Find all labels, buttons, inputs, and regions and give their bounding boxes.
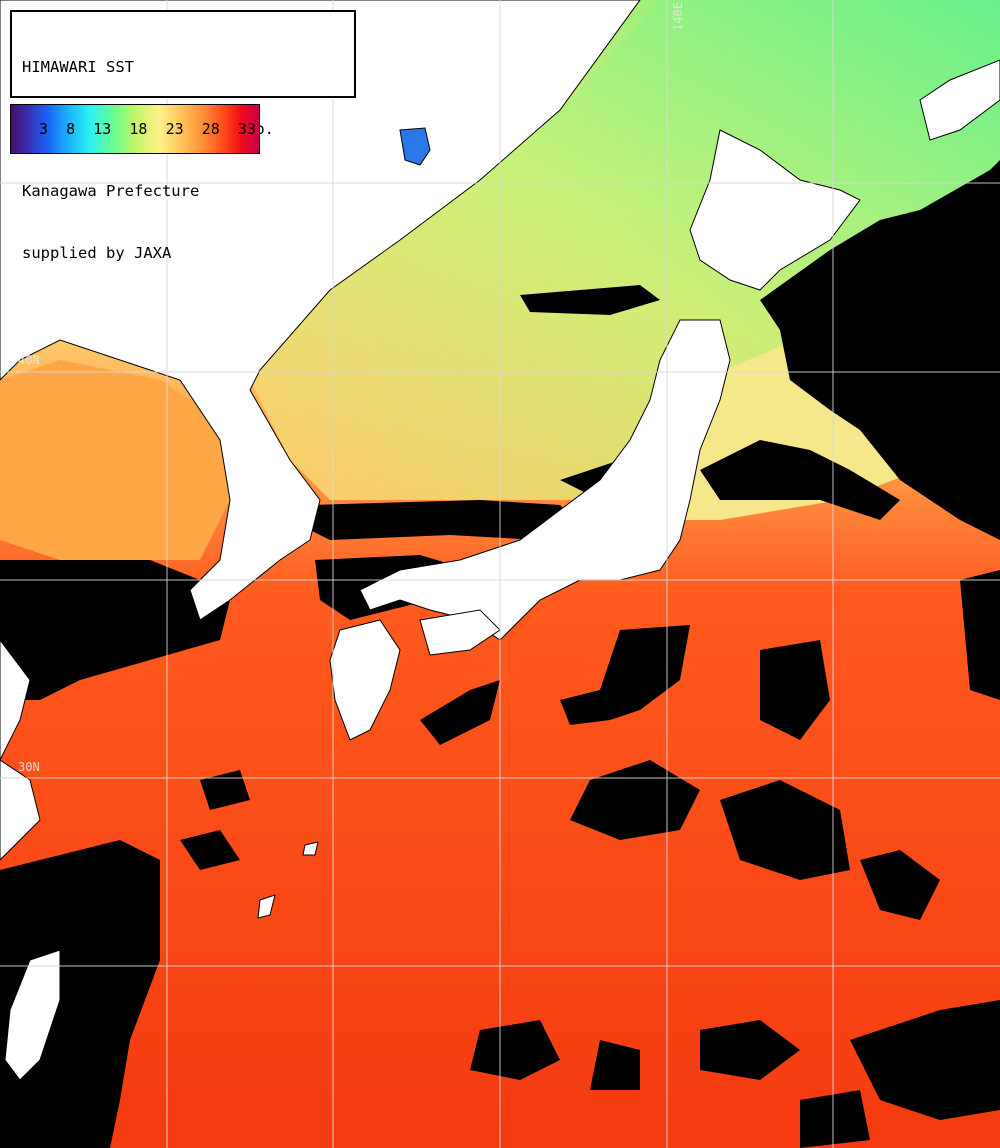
grid-label-40n: 40N bbox=[18, 353, 40, 367]
title-line-product: HIMAWARI SST bbox=[22, 58, 134, 77]
title-box: HIMAWARI SST 2025/09/25 21(UTC) 3H Comp.… bbox=[10, 10, 356, 262]
scale-label-23: 23 bbox=[165, 120, 184, 138]
scale-label-28: 28 bbox=[201, 120, 220, 138]
title-line-supplier: supplied by JAXA bbox=[22, 243, 172, 262]
dark-blue-island bbox=[399, 127, 431, 166]
yellow-sea bbox=[0, 360, 230, 560]
scale-label-33: 33 bbox=[237, 120, 256, 138]
scale-label-18: 18 bbox=[129, 120, 148, 138]
scale-label-8: 8 bbox=[66, 120, 76, 138]
scale-label-13: 13 bbox=[93, 120, 112, 138]
color-scale-legend: 3 8 13 18 23 28 33 bbox=[10, 104, 260, 154]
scale-label-3: 3 bbox=[39, 120, 49, 138]
grid-label-30n: 30N bbox=[18, 760, 40, 774]
title-line-prefecture: Kanagawa Prefecture bbox=[22, 181, 200, 200]
color-scale-labels: 3 8 13 18 23 28 33 bbox=[11, 105, 259, 153]
grid-label-140e: 140E bbox=[671, 2, 685, 31]
land-mass bbox=[0, 0, 1000, 1081]
